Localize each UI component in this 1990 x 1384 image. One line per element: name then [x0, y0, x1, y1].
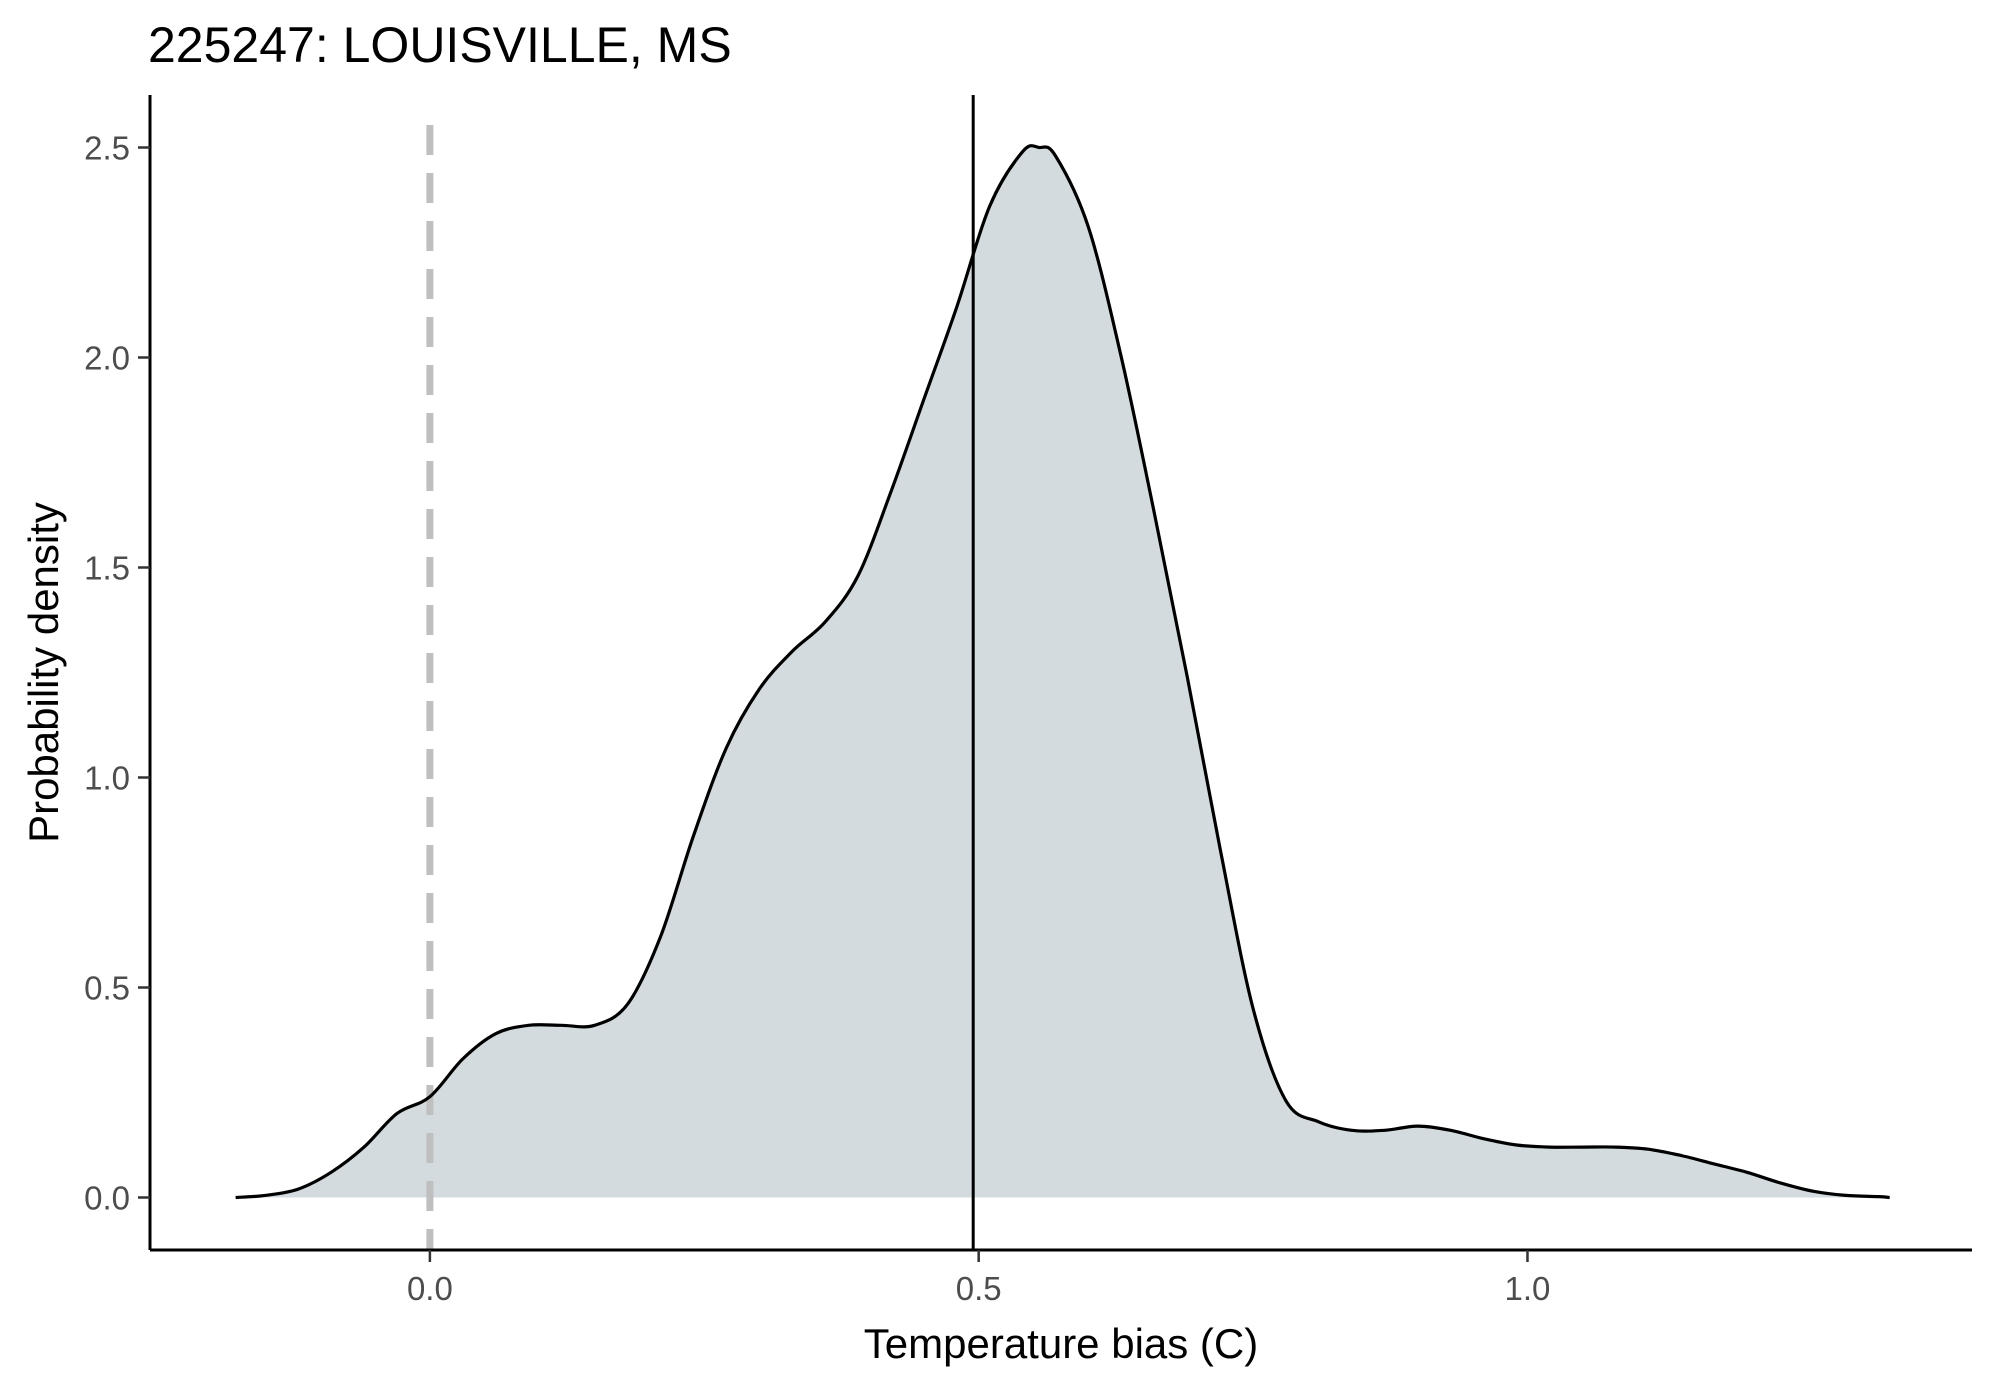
x-tick-label: 0.0: [407, 1270, 453, 1307]
x-tick-label: 0.5: [956, 1270, 1002, 1307]
axes: 0.0 0.5 1.0 0.0 0.5 1.0 1.5 2.0 2.5: [84, 95, 1972, 1307]
density-line: [235, 144, 1890, 1200]
y-tick-label: 0.5: [84, 970, 130, 1007]
y-tick-label: 2.0: [84, 340, 130, 377]
chart-title: 225247: LOUISVILLE, MS: [148, 17, 732, 73]
y-tick-label: 1.5: [84, 550, 130, 587]
y-tick-label: 1.0: [84, 760, 130, 797]
y-axis-title: Probability density: [20, 502, 67, 843]
x-tick-label: 1.0: [1505, 1270, 1551, 1307]
y-tick-label: 2.5: [84, 130, 130, 167]
plot-area: [235, 95, 1890, 1250]
density-area: [235, 145, 1890, 1198]
x-axis-title: Temperature bias (C): [864, 1320, 1258, 1367]
y-tick-label: 0.0: [84, 1180, 130, 1217]
